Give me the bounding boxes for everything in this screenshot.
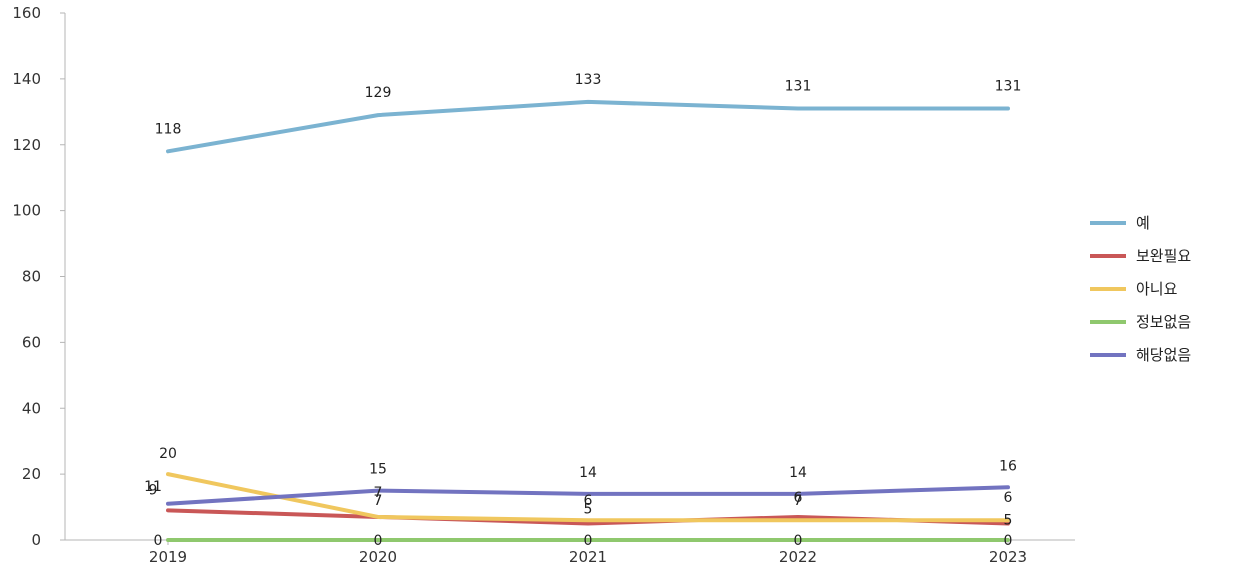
series-line-2 [166, 472, 1010, 523]
legend-label: 보완필요 [1136, 247, 1191, 265]
y-tick-label: 100 [12, 202, 41, 220]
data-label: 131 [785, 79, 812, 95]
y-tick-label: 140 [12, 70, 41, 88]
x-tick-label: 2019 [149, 548, 187, 566]
data-label: 11 [144, 479, 162, 495]
data-label: 0 [154, 533, 163, 549]
data-label: 9 [149, 482, 158, 498]
data-label: 14 [789, 465, 807, 481]
y-tick-label: 40 [22, 399, 41, 417]
data-label: 7 [374, 485, 383, 501]
data-label: 6 [584, 493, 593, 509]
data-label: 129 [365, 85, 392, 101]
data-label: 5 [584, 502, 593, 518]
data-label: 5 [1004, 513, 1013, 529]
x-tick-label: 2021 [569, 548, 607, 566]
x-tick-label: 2022 [779, 548, 817, 566]
x-tick-label: 2020 [359, 548, 397, 566]
x-tick-label: 2023 [989, 548, 1027, 566]
y-tick-label: 160 [12, 4, 41, 22]
data-label: 20 [159, 446, 177, 462]
y-tick-label: 80 [22, 268, 41, 286]
data-label: 7 [374, 493, 383, 509]
y-tick-label: 20 [22, 465, 41, 483]
data-label: 0 [584, 533, 593, 549]
y-tick-label: 60 [22, 333, 41, 351]
data-label: 15 [369, 462, 387, 478]
data-label: 131 [995, 79, 1022, 95]
data-label: 6 [794, 490, 803, 506]
legend-label: 아니요 [1136, 280, 1178, 298]
legend-label: 정보없음 [1136, 313, 1191, 331]
data-label: 118 [155, 121, 182, 137]
data-label: 0 [374, 533, 383, 549]
data-label: 0 [1004, 533, 1013, 549]
data-label: 16 [999, 458, 1017, 474]
data-label: 14 [579, 465, 597, 481]
y-tick-label: 0 [31, 531, 41, 549]
series-line-0 [166, 99, 1010, 154]
series-lines [166, 99, 1010, 542]
legend-label: 해당없음 [1136, 346, 1191, 364]
data-label: 133 [575, 72, 602, 88]
data-label: 7 [794, 493, 803, 509]
data-label: 6 [1004, 490, 1013, 506]
legend-label: 예 [1136, 214, 1150, 232]
data-label: 0 [794, 533, 803, 549]
y-tick-label: 120 [12, 136, 41, 154]
series-line-4 [166, 485, 1010, 506]
